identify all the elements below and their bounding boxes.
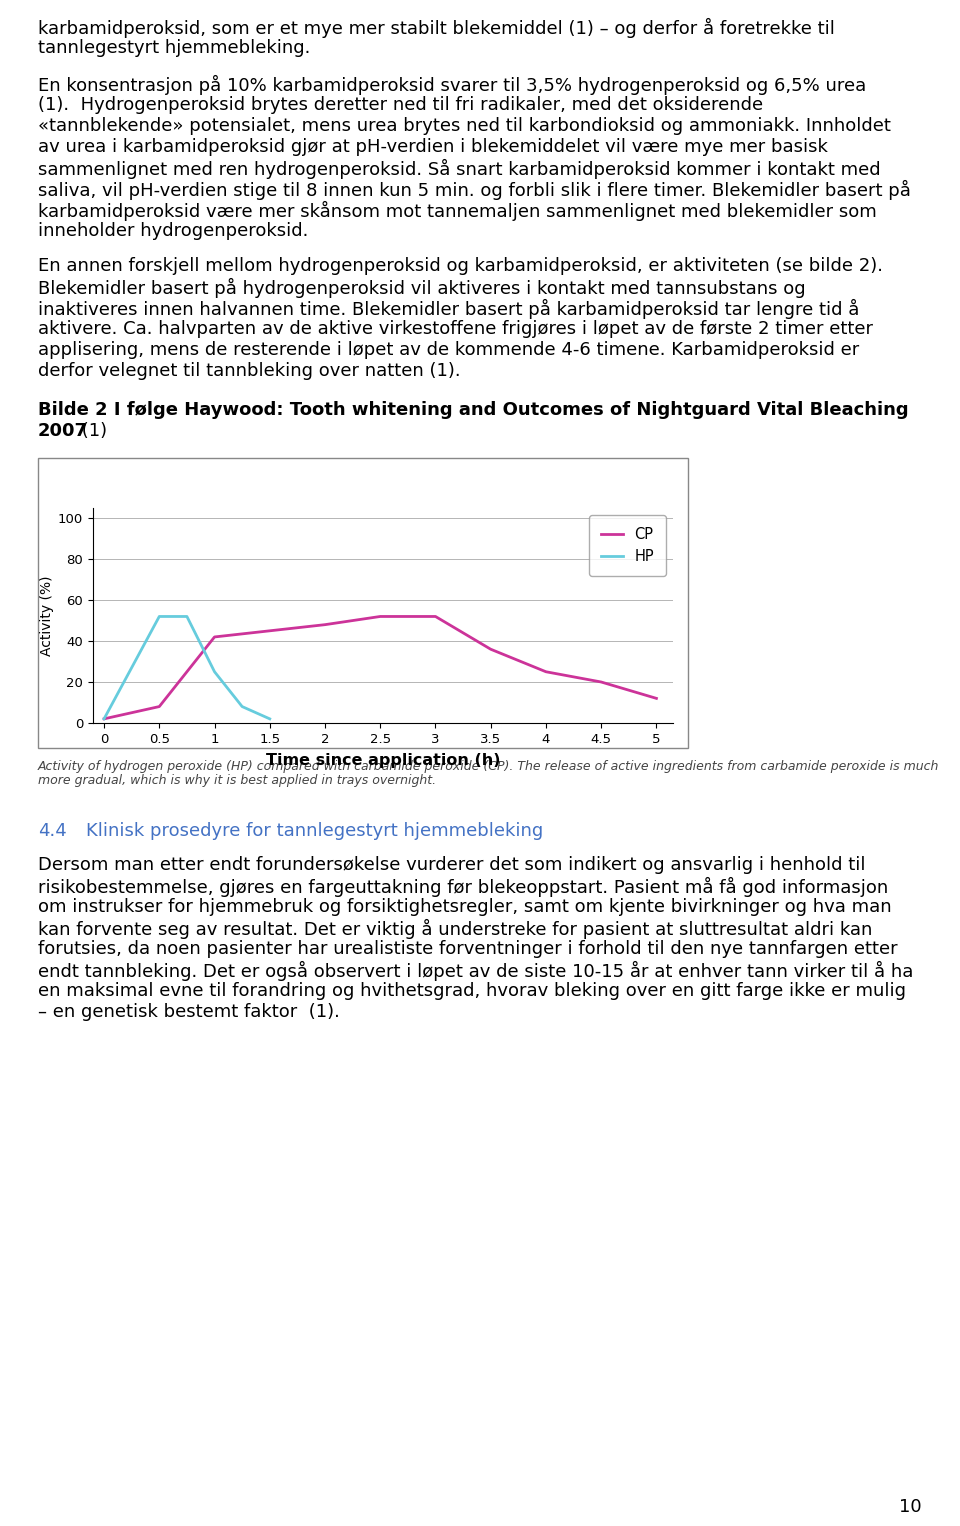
X-axis label: Time since application (h): Time since application (h) <box>266 752 500 768</box>
Text: inneholder hydrogenperoksid.: inneholder hydrogenperoksid. <box>38 221 308 240</box>
Text: inaktiveres innen halvannen time. Blekemidler basert på karbamidperoksid tar len: inaktiveres innen halvannen time. Blekem… <box>38 299 859 319</box>
Text: Dersom man etter endt forundersøkelse vurderer det som indikert og ansvarlig i h: Dersom man etter endt forundersøkelse vu… <box>38 856 866 874</box>
Bar <box>38 458 688 748</box>
Text: (1).  Hydrogenperoksid brytes deretter ned til fri radikaler, med det oksiderend: (1). Hydrogenperoksid brytes deretter ne… <box>38 96 763 114</box>
Text: saliva, vil pH-verdien stige til 8 innen kun 5 min. og forbli slik i flere timer: saliva, vil pH-verdien stige til 8 innen… <box>38 180 911 200</box>
Text: av urea i karbamidperoksid gjør at pH-verdien i blekemiddelet vil være mye mer b: av urea i karbamidperoksid gjør at pH-ve… <box>38 137 828 156</box>
Text: 10: 10 <box>900 1499 922 1515</box>
Text: (1): (1) <box>76 423 108 439</box>
Text: more gradual, which is why it is best applied in trays overnight.: more gradual, which is why it is best ap… <box>38 774 436 787</box>
Text: Activity of hydrogen peroxide (HP) compared with carbamide peroxide (CP). The re: Activity of hydrogen peroxide (HP) compa… <box>38 760 940 774</box>
Text: forutsies, da noen pasienter har urealististe forventninger i forhold til den ny: forutsies, da noen pasienter har urealis… <box>38 940 898 958</box>
Y-axis label: Activity (%): Activity (%) <box>40 575 54 656</box>
Text: Bilde 2 I følge Haywood: Tooth whitening and Outcomes of Nightguard Vital Bleach: Bilde 2 I følge Haywood: Tooth whitening… <box>38 401 908 420</box>
Text: 4.4: 4.4 <box>38 821 67 839</box>
Text: En konsentrasjon på 10% karbamidperoksid svarer til 3,5% hydrogenperoksid og 6,5: En konsentrasjon på 10% karbamidperoksid… <box>38 75 866 95</box>
Text: Blekemidler basert på hydrogenperoksid vil aktiveres i kontakt med tannsubstans : Blekemidler basert på hydrogenperoksid v… <box>38 278 805 299</box>
Text: «tannblekende» potensialet, mens urea brytes ned til karbondioksid og ammoniakk.: «tannblekende» potensialet, mens urea br… <box>38 116 891 134</box>
Text: – en genetisk bestemt faktor  (1).: – en genetisk bestemt faktor (1). <box>38 1003 340 1021</box>
Text: karbamidperoksid være mer skånsom mot tannemaljen sammenlignet med blekemidler s: karbamidperoksid være mer skånsom mot ta… <box>38 201 876 221</box>
Text: aktivere. Ca. halvparten av de aktive virkestoffene frigjøres i løpet av de førs: aktivere. Ca. halvparten av de aktive vi… <box>38 320 873 339</box>
Text: risikobestemmelse, gjøres en fargeuttakning før blekeoppstart. Pasient må få god: risikobestemmelse, gjøres en fargeuttakn… <box>38 877 888 897</box>
Text: En annen forskjell mellom hydrogenperoksid og karbamidperoksid, er aktiviteten (: En annen forskjell mellom hydrogenperoks… <box>38 258 883 275</box>
Text: applisering, mens de resterende i løpet av de kommende 4-6 timene. Karbamidperok: applisering, mens de resterende i løpet … <box>38 342 859 360</box>
Text: karbamidperoksid, som er et mye mer stabilt blekemiddel (1) – og derfor å foretr: karbamidperoksid, som er et mye mer stab… <box>38 18 835 38</box>
Text: sammenlignet med ren hydrogenperoksid. Så snart karbamidperoksid kommer i kontak: sammenlignet med ren hydrogenperoksid. S… <box>38 159 880 179</box>
Text: 2007: 2007 <box>38 423 88 439</box>
Text: Klinisk prosedyre for tannlegestyrt hjemmebleking: Klinisk prosedyre for tannlegestyrt hjem… <box>86 821 543 839</box>
Legend: CP, HP: CP, HP <box>589 516 665 575</box>
Text: om instrukser for hjemmebruk og forsiktighetsregler, samt om kjente bivirkninger: om instrukser for hjemmebruk og forsikti… <box>38 899 892 916</box>
Text: kan forvente seg av resultat. Det er viktig å understreke for pasient at sluttre: kan forvente seg av resultat. Det er vik… <box>38 919 873 940</box>
Text: en maksimal evne til forandring og hvithetsgrad, hvorav bleking over en gitt far: en maksimal evne til forandring og hvith… <box>38 983 906 1000</box>
Text: tannlegestyrt hjemmebleking.: tannlegestyrt hjemmebleking. <box>38 40 310 56</box>
Text: derfor velegnet til tannbleking over natten (1).: derfor velegnet til tannbleking over nat… <box>38 362 461 380</box>
Text: endt tannbleking. Det er også observert i løpet av de siste 10-15 år at enhver t: endt tannbleking. Det er også observert … <box>38 961 913 981</box>
